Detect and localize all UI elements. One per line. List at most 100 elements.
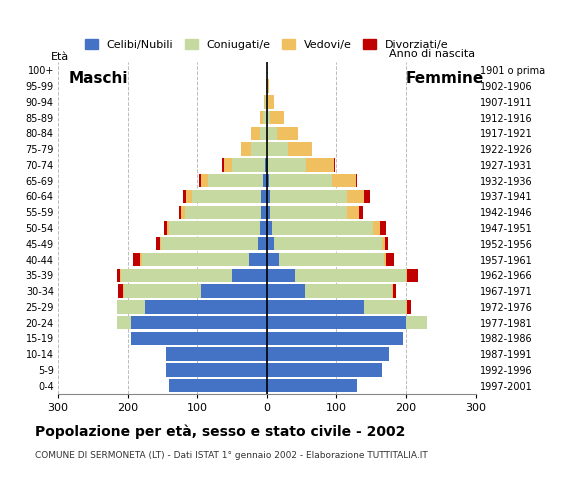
Bar (374, 221, 380, 235)
Bar (252, 143, 267, 156)
Bar (274, 237, 382, 251)
Bar (295, 269, 406, 282)
Bar (305, 284, 392, 298)
Bar (267, 79, 269, 93)
Bar (267, 253, 280, 266)
Bar (140, 253, 142, 266)
Bar (124, 284, 201, 298)
Bar (224, 158, 232, 172)
Bar (267, 190, 270, 203)
Bar (156, 237, 160, 251)
Bar (385, 237, 388, 251)
Bar (191, 190, 261, 203)
Bar (266, 158, 267, 172)
Bar (356, 174, 357, 187)
Bar (267, 300, 364, 313)
Bar (131, 316, 267, 329)
Bar (260, 127, 267, 140)
Bar (117, 300, 145, 313)
Bar (161, 237, 259, 251)
Bar (260, 221, 267, 235)
Text: Anno di nascita: Anno di nascita (390, 49, 476, 59)
Bar (117, 316, 131, 329)
Bar (407, 269, 418, 282)
Bar (121, 269, 232, 282)
Bar (364, 190, 370, 203)
Bar (266, 95, 267, 108)
Bar (186, 190, 191, 203)
Bar (270, 190, 347, 203)
Bar (166, 348, 267, 361)
Text: Età: Età (51, 52, 69, 62)
Bar (267, 143, 288, 156)
Bar (120, 269, 121, 282)
Text: Maschi: Maschi (68, 71, 128, 85)
Bar (117, 269, 120, 282)
Bar (200, 174, 201, 187)
Bar (208, 174, 263, 187)
Bar (406, 269, 407, 282)
Bar (165, 221, 167, 235)
Bar (267, 174, 269, 187)
Bar (268, 158, 306, 172)
Bar (118, 284, 124, 298)
Bar (267, 111, 270, 124)
Bar (267, 284, 305, 298)
Bar (347, 205, 360, 219)
Bar (266, 79, 267, 93)
Bar (169, 221, 260, 235)
Bar (201, 174, 208, 187)
Bar (392, 284, 393, 298)
Bar (267, 95, 268, 108)
Bar (360, 205, 363, 219)
Bar (145, 300, 267, 313)
Bar (269, 174, 332, 187)
Bar (166, 363, 267, 377)
Bar (160, 237, 161, 251)
Bar (267, 363, 382, 377)
Bar (263, 174, 267, 187)
Bar (277, 127, 298, 140)
Bar (267, 221, 273, 235)
Bar (347, 190, 364, 203)
Bar (260, 111, 263, 124)
Bar (268, 95, 274, 108)
Bar (261, 205, 267, 219)
Bar (232, 269, 267, 282)
Bar (249, 253, 267, 266)
Bar (407, 300, 411, 313)
Bar (267, 379, 357, 393)
Bar (267, 316, 406, 329)
Bar (270, 111, 284, 124)
Bar (232, 158, 266, 172)
Bar (259, 237, 267, 251)
Bar (267, 127, 277, 140)
Bar (273, 221, 374, 235)
Bar (267, 205, 270, 219)
Bar (261, 190, 267, 203)
Bar (267, 158, 268, 172)
Bar (263, 111, 267, 124)
Bar (179, 205, 181, 219)
Bar (267, 237, 274, 251)
Bar (332, 174, 356, 187)
Bar (181, 205, 184, 219)
Bar (142, 253, 249, 266)
Bar (131, 332, 267, 345)
Bar (384, 253, 386, 266)
Bar (252, 127, 260, 140)
Bar (201, 284, 267, 298)
Bar (184, 205, 261, 219)
Bar (364, 300, 406, 313)
Text: Popolazione per età, sesso e stato civile - 2002: Popolazione per età, sesso e stato civil… (35, 425, 405, 439)
Bar (167, 221, 169, 235)
Bar (169, 379, 267, 393)
Bar (222, 158, 224, 172)
Bar (264, 95, 266, 108)
Bar (334, 158, 335, 172)
Bar (386, 253, 394, 266)
Bar (406, 316, 427, 329)
Bar (280, 253, 384, 266)
Bar (241, 143, 252, 156)
Text: COMUNE DI SERMONETA (LT) - Dati ISTAT 1° gennaio 2002 - Elaborazione TUTTITALIA.: COMUNE DI SERMONETA (LT) - Dati ISTAT 1°… (35, 451, 427, 460)
